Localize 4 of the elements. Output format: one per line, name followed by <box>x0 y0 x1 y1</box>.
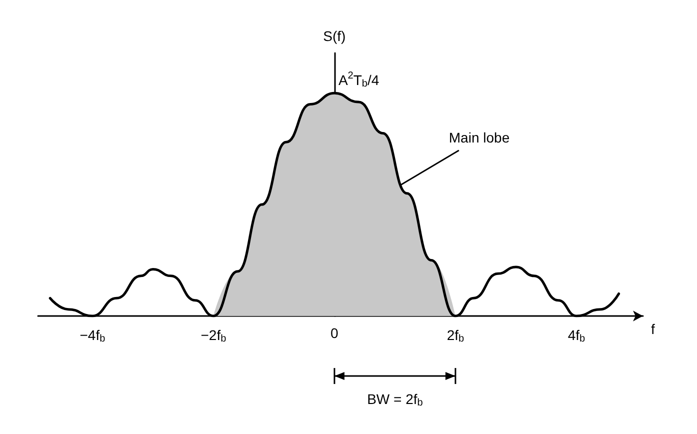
x-tick-label: 0 <box>330 325 339 341</box>
annotation: Main lobe <box>448 129 510 146</box>
y-axis-title: S(f) <box>323 28 346 44</box>
x-axis-title: f <box>651 321 655 337</box>
